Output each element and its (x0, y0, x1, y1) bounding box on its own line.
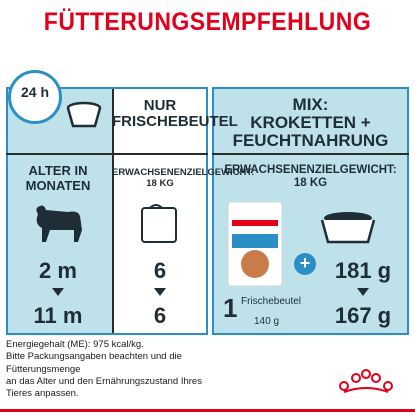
product-pouch-icon (227, 201, 283, 287)
age-row-1: 2 m (39, 258, 77, 283)
arrow-icon (52, 288, 64, 296)
bowl-icon (66, 101, 102, 128)
footer-line: Energiegehalt (ME): 975 kcal/kg. (6, 339, 144, 350)
left-divider (6, 153, 208, 155)
clock-label: 24 h (20, 84, 49, 100)
age-header: ALTER IN MONATEN (25, 163, 91, 193)
age-row-2: 11 m (33, 303, 83, 328)
footer-line: Tieres anpassen. (6, 388, 79, 400)
puppy-icon (36, 205, 82, 242)
bottom-accent-line (0, 409, 415, 412)
pouch-icon (141, 204, 177, 243)
right-frame (212, 87, 409, 335)
nur-row-2: 6 (153, 303, 167, 328)
kibble-bowl-icon (320, 212, 376, 244)
nur-row-1: 6 (153, 258, 167, 283)
mix-row-2: 167 g (334, 303, 392, 328)
clock-icon (8, 70, 62, 124)
arrow-icon (357, 288, 369, 296)
page-title: FÜTTERUNGSEMPFEHLUNG (43, 8, 372, 36)
footer-line: an das Alter und den Ernährungszustand I… (6, 376, 202, 388)
left-frame (6, 87, 208, 335)
mix-header: MIX: KROKETTEN + FEUCHTNAHRUNG (232, 95, 389, 150)
pouch-weight: 140 g (254, 316, 280, 327)
nur-subheader: ERWACHSENENZIELGEWICHT: 18 KG (112, 167, 255, 189)
mix-row-1: 181 g (334, 258, 392, 283)
pouch-label: Frischebeutel (241, 296, 302, 307)
right-divider (212, 153, 409, 155)
plus-icon: + (294, 253, 316, 275)
footer-line: Bitte Packungsangaben beachten und die (6, 351, 182, 363)
nur-header: NUR FRISCHEBEUTEL (112, 97, 238, 130)
arrow-icon (154, 288, 166, 296)
footer-text: Energiegehalt (ME): 975 kcal/kg. Bitte P… (6, 339, 306, 401)
mix-subheader: ERWACHSENENZIELGEWICHT: 18 KG (224, 164, 397, 190)
footer-line: Fütterungsmenge (6, 363, 81, 375)
royal-canin-crown-logo (339, 369, 393, 393)
pouch-count: 1 (223, 293, 238, 323)
